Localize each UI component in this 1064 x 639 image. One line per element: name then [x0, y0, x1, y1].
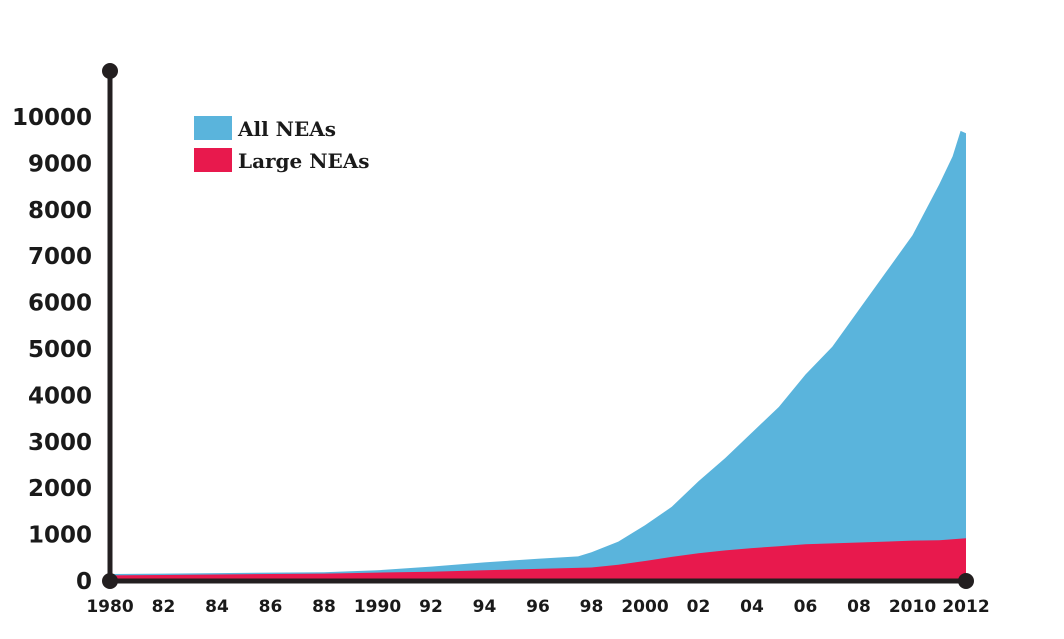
y-tick-label: 0: [76, 569, 92, 595]
x-tick-label: 98: [580, 597, 604, 617]
area-large-neas: [110, 538, 966, 581]
y-axis-top-dot: [102, 63, 118, 79]
y-tick-label: 3000: [28, 430, 92, 456]
legend-label-large-neas: Large NEAs: [238, 149, 370, 173]
x-tick-label: 94: [473, 597, 497, 617]
x-tick-label: 2010: [889, 597, 936, 617]
x-tick-label: 96: [526, 597, 550, 617]
area-layer: [110, 130, 966, 581]
axes: [102, 63, 974, 589]
x-tick-label: 04: [740, 597, 764, 617]
x-tick-label: 06: [794, 597, 818, 617]
y-tick-label: 10000: [12, 105, 92, 131]
legend-label-all-neas: All NEAs: [237, 117, 336, 141]
x-tick-label: 2012: [942, 597, 989, 617]
x-tick-label: 82: [152, 597, 176, 617]
y-tick-labels: 0 1000 2000 3000 4000 5000 6000 7000 8000 9000 100…: [12, 105, 92, 595]
y-tick-label: 1000: [28, 523, 92, 549]
x-tick-label: 92: [419, 597, 443, 617]
y-tick-label: 8000: [28, 198, 92, 224]
x-tick-labels: 1980 82 84 86 88 1990 92 94 96 98 2000 02 04 06 08 2010…: [86, 597, 989, 617]
x-tick-label: 86: [259, 597, 283, 617]
x-axis-end-dot: [958, 573, 974, 589]
y-tick-label: 7000: [28, 244, 92, 270]
y-tick-label: 4000: [28, 383, 92, 409]
area-all-neas: [110, 130, 966, 581]
x-tick-label: 2000: [621, 597, 668, 617]
x-tick-label: 1990: [354, 597, 401, 617]
x-tick-label: 84: [205, 597, 229, 617]
x-tick-label: 02: [687, 597, 711, 617]
legend-swatch-large-neas: [194, 148, 232, 172]
y-tick-label: 2000: [28, 476, 92, 502]
legend-swatch-all-neas: [194, 116, 232, 140]
x-tick-label: 88: [312, 597, 336, 617]
legend: All NEAs Large NEAs: [194, 116, 370, 173]
y-tick-label: 6000: [28, 291, 92, 317]
y-tick-label: 9000: [28, 151, 92, 177]
origin-dot: [102, 573, 118, 589]
x-tick-label: 08: [847, 597, 871, 617]
x-tick-label: 1980: [86, 597, 133, 617]
y-tick-label: 5000: [28, 337, 92, 363]
